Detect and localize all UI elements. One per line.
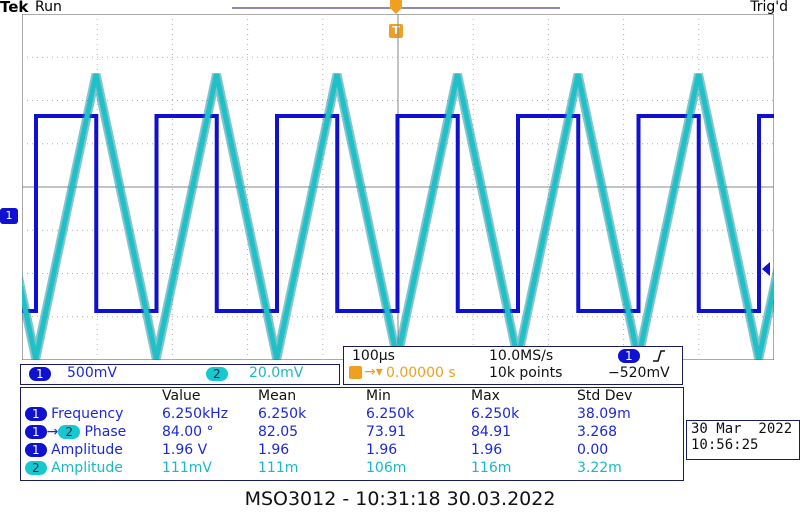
ch2-scale: 20.0mV	[249, 365, 304, 381]
cell-stddev: 3.22m	[577, 460, 622, 476]
table-row: 1 Amplitude 1.96 V 1.96 1.96 1.96 0.00	[25, 441, 632, 459]
trigger-level: −520mV	[608, 365, 670, 381]
trigger-arrow-icon: →▾	[364, 364, 383, 380]
trigger-source-badge: 1	[618, 349, 640, 363]
source-badge: 1	[25, 443, 47, 457]
ch2-badge: 2	[206, 367, 228, 381]
trigger-marker-label: T	[392, 24, 400, 37]
waveform-display	[22, 14, 774, 360]
cell-max: 1.96	[471, 442, 503, 458]
table-row: 1 Frequency 6.250kHz 6.250k 6.250k 6.250…	[25, 405, 632, 423]
cell-mean: 1.96	[258, 442, 290, 458]
arrow-icon: →	[46, 424, 59, 440]
trigger-position-icon	[390, 0, 402, 9]
record-length: 10k points	[489, 365, 563, 381]
cell-stddev: 38.09m	[577, 406, 631, 422]
ch1-ground-marker: 1	[0, 208, 18, 224]
measurement-name: Phase	[84, 424, 127, 440]
col-stddev: Std Dev	[577, 388, 633, 404]
cell-min: 73.91	[366, 424, 407, 440]
brand-logo: Tek	[0, 0, 29, 16]
cell-min: 1.96	[366, 442, 398, 458]
source-badge: 1	[25, 407, 47, 421]
trigger-offset-icon	[349, 366, 362, 379]
cell-max: 84.91	[471, 424, 512, 440]
cell-min: 106m	[366, 460, 407, 476]
cell-mean: 6.250k	[258, 406, 307, 422]
date-label: 30 Mar 2022	[691, 421, 793, 437]
ch2-ground-marker	[762, 262, 770, 276]
ch1-trace	[22, 114, 774, 313]
col-value: Value	[162, 388, 201, 404]
ch1-scale: 500mV	[67, 365, 117, 381]
timebase-bar	[232, 0, 560, 38]
cell-stddev: 3.268	[577, 424, 618, 440]
col-max: Max	[471, 388, 500, 404]
cell-stddev: 0.00	[577, 442, 609, 458]
table-row: 1 → 2 Phase 84.00 ° 82.05 73.91 84.91 3.26…	[25, 423, 632, 441]
measurement-name: Frequency	[51, 406, 124, 422]
measurement-name: Amplitude	[51, 460, 123, 476]
col-min: Min	[366, 388, 391, 404]
rising-edge-icon	[653, 350, 665, 362]
source-badge: 2	[25, 461, 47, 475]
cell-max: 6.250k	[471, 406, 520, 422]
run-status: Run	[35, 0, 62, 15]
col-mean: Mean	[258, 388, 297, 404]
ch1-badge: 1	[29, 367, 51, 381]
sample-rate: 10.0MS/s	[489, 348, 554, 364]
cell-value: 6.250kHz	[162, 406, 229, 422]
time-label: 10:56:25	[691, 437, 759, 453]
source-badge: 1	[25, 425, 47, 439]
measurements-table: Value Mean Min Max Std Dev 1 Frequency 6…	[25, 387, 632, 477]
cell-mean: 82.05	[258, 424, 299, 440]
channel-scale-box[interactable]: 1 500mV 2 20.0mV	[20, 364, 340, 385]
cell-value: 1.96 V	[162, 442, 208, 458]
ch2-trace	[22, 73, 774, 360]
cell-value: 84.00 °	[162, 424, 214, 440]
measurement-name: Amplitude	[51, 442, 123, 458]
measurements-panel[interactable]: Value Mean Min Max Std Dev 1 Frequency 6…	[20, 387, 684, 481]
acquisition-box[interactable]: 100µs 10.0MS/s 1 →▾ 0.00000 s 10k points…	[343, 346, 683, 385]
datetime-box: 30 Mar 2022 10:56:25	[686, 420, 800, 460]
timebase: 100µs	[352, 348, 395, 364]
cell-min: 6.250k	[366, 406, 415, 422]
trigger-offset: 0.00000 s	[386, 365, 456, 381]
cell-mean: 111m	[258, 460, 299, 476]
table-row: 2 Amplitude 111mV 111m 106m 116m 3.22m	[25, 459, 632, 477]
trigger-status: Trig'd	[750, 0, 788, 15]
footer-caption: MSO3012 - 10:31:18 30.03.2022	[244, 488, 556, 510]
cell-max: 116m	[471, 460, 512, 476]
cell-value: 111mV	[162, 460, 212, 476]
source2-badge: 2	[58, 425, 81, 439]
